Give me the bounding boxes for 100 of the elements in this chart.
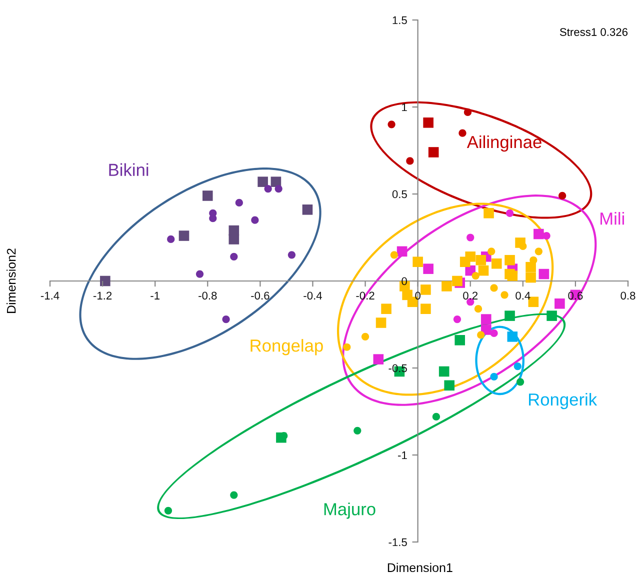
annotation: Stress1 0.326 — [560, 28, 628, 36]
point — [474, 305, 482, 313]
point — [490, 329, 498, 338]
point — [412, 256, 423, 268]
point — [519, 242, 527, 250]
text: Bikini — [109, 163, 148, 176]
point — [530, 256, 538, 264]
point — [388, 120, 396, 128]
point — [466, 234, 474, 242]
point — [477, 331, 485, 339]
point — [100, 276, 110, 286]
x-tick-label: 0.8 — [620, 292, 636, 300]
point — [438, 366, 450, 377]
point — [534, 248, 542, 256]
point — [484, 208, 494, 218]
point — [526, 262, 536, 272]
point — [488, 248, 496, 256]
x-tick-label: 0.4 — [516, 292, 530, 300]
point — [209, 214, 217, 222]
point — [428, 147, 439, 158]
point — [420, 304, 431, 314]
point — [507, 332, 518, 342]
point — [270, 176, 282, 187]
text: Mili — [600, 212, 624, 225]
point — [454, 335, 466, 346]
point — [222, 315, 230, 324]
x-tick-label: -0.4 — [304, 292, 322, 300]
point — [423, 264, 434, 274]
series-label: Rongelap — [250, 339, 323, 356]
point — [504, 310, 515, 321]
point — [361, 332, 370, 340]
y-axis-title: Dimension2 — [6, 248, 16, 313]
point — [235, 198, 243, 207]
x-tick-label: -0.8 — [198, 292, 217, 300]
point — [500, 291, 508, 299]
point — [202, 190, 213, 201]
y-tick-label: 1.5 — [392, 16, 407, 24]
point — [442, 281, 452, 292]
x-axis-title: Dimension1 — [388, 562, 452, 572]
x-tick-label: -1.4 — [40, 292, 60, 300]
point — [373, 354, 384, 364]
point — [514, 362, 522, 370]
point — [464, 108, 472, 116]
point — [396, 246, 408, 257]
point — [167, 235, 175, 244]
y-tick-label: 0.5 — [392, 190, 407, 198]
x-tick-label: 0 — [415, 292, 420, 300]
point — [164, 506, 172, 514]
point — [491, 258, 502, 269]
point — [230, 252, 238, 260]
x-tick-label: -1 — [150, 292, 160, 300]
x-tick-label: -0.6 — [251, 292, 270, 300]
x-tick-label: 0.2 — [463, 292, 478, 300]
text: Majuro — [324, 502, 376, 519]
point — [196, 270, 204, 278]
point — [343, 343, 351, 351]
point — [472, 272, 480, 280]
point — [490, 284, 498, 292]
point — [420, 284, 431, 295]
point — [526, 272, 536, 283]
point — [390, 251, 398, 259]
point — [453, 315, 462, 324]
y-tick-label: 1 — [402, 103, 407, 112]
point — [178, 230, 190, 241]
point — [490, 372, 498, 381]
point — [406, 157, 414, 165]
point — [465, 251, 476, 262]
point — [546, 310, 557, 321]
point — [507, 270, 518, 281]
point — [534, 228, 544, 240]
point — [476, 254, 486, 266]
point — [452, 276, 462, 286]
point — [478, 265, 489, 276]
series-label: Rongerik — [529, 392, 598, 410]
point — [432, 412, 440, 421]
point — [458, 129, 466, 137]
y-tick-label: -1.5 — [388, 538, 407, 546]
series-label: Ailinginae — [466, 135, 542, 152]
point — [444, 380, 454, 391]
point — [558, 192, 566, 200]
point — [302, 204, 313, 215]
point — [264, 184, 272, 193]
point — [258, 176, 268, 187]
point — [516, 378, 524, 386]
y-tick-label: -1 — [398, 451, 407, 460]
point — [354, 426, 362, 434]
point — [542, 232, 550, 240]
point — [423, 118, 434, 128]
point — [274, 184, 282, 193]
point — [228, 234, 240, 244]
point — [506, 209, 514, 217]
point — [288, 251, 296, 259]
point — [554, 298, 565, 309]
point — [480, 314, 492, 324]
point — [381, 304, 392, 314]
point — [251, 216, 259, 224]
point — [230, 491, 238, 499]
point — [504, 254, 515, 266]
point — [538, 268, 550, 280]
x-tick-label: -1.2 — [93, 292, 112, 300]
